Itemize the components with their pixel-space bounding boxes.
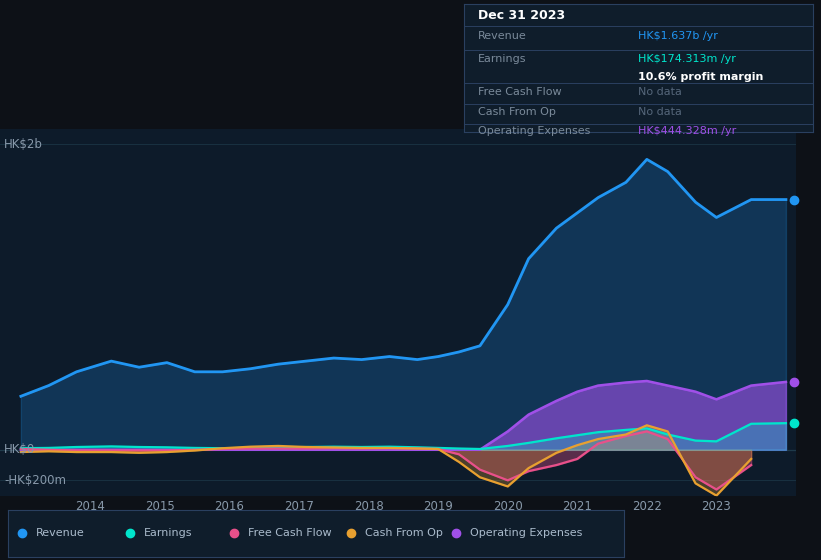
Text: Free Cash Flow: Free Cash Flow <box>478 87 562 97</box>
Text: 2017: 2017 <box>284 500 314 513</box>
Text: Earnings: Earnings <box>144 529 192 538</box>
Text: HK$0: HK$0 <box>4 444 35 456</box>
Text: HK$444.328m /yr: HK$444.328m /yr <box>639 127 736 137</box>
Text: 10.6% profit margin: 10.6% profit margin <box>639 72 764 82</box>
Text: 2022: 2022 <box>632 500 662 513</box>
Text: Operating Expenses: Operating Expenses <box>478 127 590 137</box>
Text: 2021: 2021 <box>562 500 592 513</box>
Text: Dec 31 2023: Dec 31 2023 <box>478 9 565 22</box>
Text: 2019: 2019 <box>424 500 453 513</box>
Text: 2015: 2015 <box>145 500 175 513</box>
Text: No data: No data <box>639 87 682 97</box>
Text: Free Cash Flow: Free Cash Flow <box>249 529 332 538</box>
Text: Cash From Op: Cash From Op <box>365 529 443 538</box>
Text: 2016: 2016 <box>214 500 245 513</box>
Text: No data: No data <box>639 108 682 118</box>
Text: Revenue: Revenue <box>478 31 526 41</box>
Text: -HK$200m: -HK$200m <box>4 474 66 487</box>
Text: 2020: 2020 <box>493 500 523 513</box>
Text: Revenue: Revenue <box>36 529 85 538</box>
Text: Earnings: Earnings <box>478 54 526 64</box>
Text: 2018: 2018 <box>354 500 383 513</box>
Text: Operating Expenses: Operating Expenses <box>470 529 582 538</box>
Text: HK$174.313m /yr: HK$174.313m /yr <box>639 54 736 64</box>
Text: 2023: 2023 <box>701 500 732 513</box>
Text: HK$1.637b /yr: HK$1.637b /yr <box>639 31 718 41</box>
Text: 2014: 2014 <box>76 500 105 513</box>
Text: Cash From Op: Cash From Op <box>478 108 556 118</box>
Text: HK$2b: HK$2b <box>4 138 43 151</box>
